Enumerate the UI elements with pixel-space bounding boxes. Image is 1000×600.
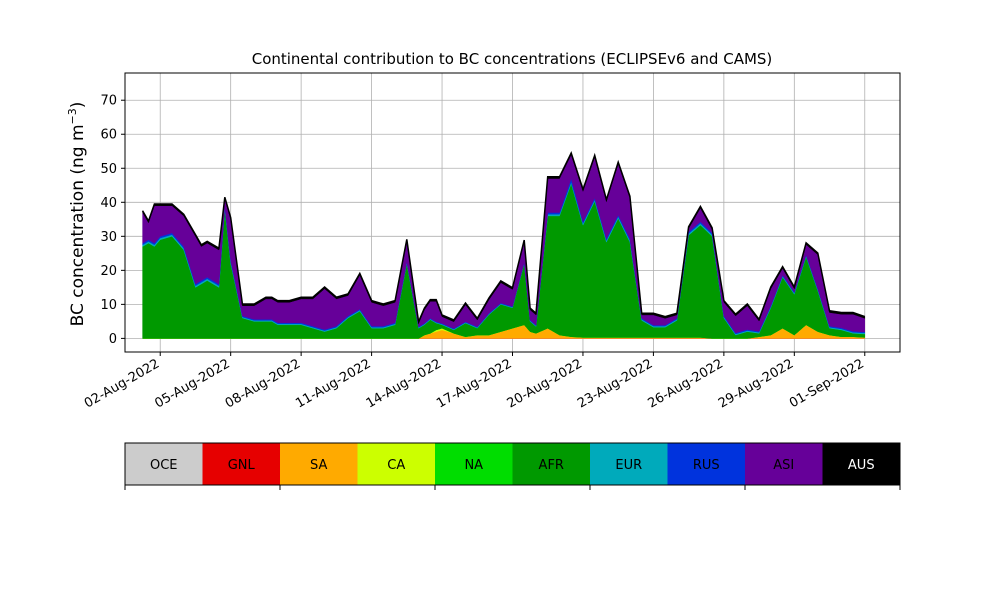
y-axis-label: BC concentration (ng m−3) <box>66 102 88 327</box>
legend-swatch-rus <box>667 443 745 485</box>
x-tick-label: 02-Aug-2022 <box>82 356 162 411</box>
legend-swatch-asi <box>745 443 823 485</box>
legend-label-ca: CA <box>387 458 405 473</box>
y-tick-label: 50 <box>100 162 117 177</box>
legend-label-eur: EUR <box>615 458 642 473</box>
legend-swatch-ca <box>357 443 435 485</box>
total-line <box>141 151 866 325</box>
legend-swatch-na <box>435 443 513 485</box>
y-tick-label: 70 <box>100 94 117 109</box>
y-axis-label-main: BC concentration (ng m <box>68 124 88 326</box>
y-tick-label: 0 <box>109 332 117 347</box>
chart-title: Continental contribution to BC concentra… <box>252 50 773 68</box>
y-tick-label: 30 <box>100 230 117 245</box>
y-tick-label: 40 <box>100 196 117 211</box>
legend-label-na: NA <box>464 458 483 473</box>
legend-label-sa: SA <box>310 458 327 473</box>
legend-colorbar: OCE GNL SA CA NA AFR EUR RUS ASI AUS <box>124 442 901 490</box>
y-axis-label-sup: −3 <box>66 108 79 124</box>
x-tick-label: 23-Aug-2022 <box>575 356 655 411</box>
legend-swatch-aus <box>822 443 900 485</box>
legend-swatch-sa <box>280 443 358 485</box>
y-axis: 0 10 20 30 40 50 60 70 <box>100 94 125 347</box>
y-tick-label: 20 <box>100 264 117 279</box>
legend-frame <box>124 442 901 486</box>
x-tick-label: 17-Aug-2022 <box>434 356 514 411</box>
legend-swatch-afr <box>512 443 590 485</box>
legend-label-aus: AUS <box>848 458 875 473</box>
legend-label-gnl: GNL <box>228 458 256 473</box>
legend-swatch-eur <box>590 443 668 485</box>
x-tick-label: 20-Aug-2022 <box>505 356 585 411</box>
x-tick-label: 05-Aug-2022 <box>152 356 232 411</box>
legend-swatch-gnl <box>202 443 280 485</box>
x-tick-label: 29-Aug-2022 <box>716 356 796 411</box>
legend-swatch-oce <box>125 443 203 485</box>
x-tick-label: 08-Aug-2022 <box>223 356 303 411</box>
x-tick-label: 11-Aug-2022 <box>293 356 373 411</box>
legend-label-asi: ASI <box>773 458 794 473</box>
y-axis-label-close: ) <box>68 102 88 109</box>
x-tick-label: 26-Aug-2022 <box>646 356 726 411</box>
x-axis: 02-Aug-202205-Aug-202208-Aug-202211-Aug-… <box>82 352 867 412</box>
legend-label-oce: OCE <box>150 458 178 473</box>
y-tick-label: 60 <box>100 128 117 143</box>
x-tick-label: 14-Aug-2022 <box>364 356 444 411</box>
legend-label-rus: RUS <box>693 458 720 473</box>
stacked-areas <box>141 151 866 339</box>
y-tick-label: 10 <box>100 298 117 313</box>
legend-label-afr: AFR <box>539 458 564 473</box>
x-tick-label: 01-Sep-2022 <box>787 356 867 411</box>
